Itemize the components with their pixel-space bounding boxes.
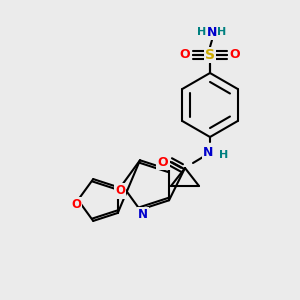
Text: O: O bbox=[158, 155, 168, 169]
Text: N: N bbox=[203, 146, 213, 158]
Text: O: O bbox=[180, 49, 190, 62]
Text: N: N bbox=[138, 208, 148, 221]
Text: H: H bbox=[218, 27, 226, 37]
Text: S: S bbox=[205, 48, 215, 62]
Text: H: H bbox=[219, 150, 229, 160]
Text: O: O bbox=[115, 184, 125, 197]
Text: O: O bbox=[230, 49, 240, 62]
Text: O: O bbox=[71, 199, 81, 212]
Text: H: H bbox=[197, 27, 207, 37]
Text: N: N bbox=[207, 26, 217, 38]
